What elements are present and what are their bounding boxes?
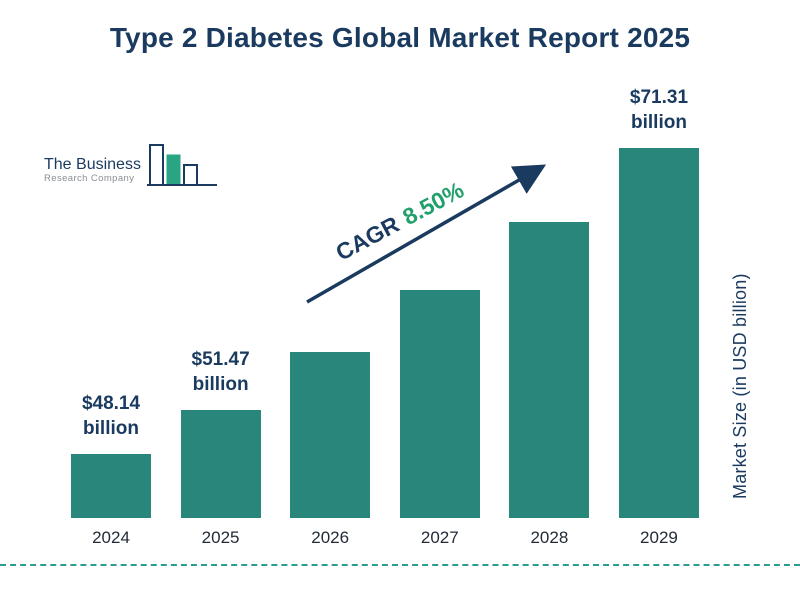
logo-name-line1: The Business	[44, 156, 141, 174]
bottom-dashed-line	[0, 564, 800, 566]
bar-value-unit: billion	[83, 418, 139, 440]
company-logo: The Business Research Company	[44, 138, 219, 192]
bar	[618, 148, 699, 518]
bar-column: 2028	[506, 210, 592, 548]
bar-value-label: $51.47 billion	[192, 347, 250, 398]
bar-value-amount: $71.31	[629, 86, 689, 108]
y-axis-label: Market Size (in USD billion)	[730, 273, 750, 499]
bar	[399, 290, 480, 518]
bar	[71, 454, 151, 518]
x-axis-label: 2026	[311, 528, 350, 547]
bar-column: $51.47 billion 2025	[178, 347, 264, 548]
bar-value-amount: $48.14	[81, 392, 141, 414]
page-title: Type 2 Diabetes Global Market Report 202…	[109, 22, 691, 53]
bar-column: 2026	[287, 340, 373, 548]
logo-name-line2: Research Company	[44, 173, 135, 185]
logo-barchart-icon	[146, 144, 217, 186]
bar	[180, 410, 261, 518]
bar-column: $71.31 billion 2029	[616, 85, 702, 548]
x-axis-label: 2024	[92, 528, 130, 547]
bar-value-label: $48.14 billion	[82, 391, 140, 442]
bar-value-unit: billion	[192, 374, 249, 396]
bar	[290, 352, 371, 518]
x-axis-label: 2029	[640, 528, 678, 547]
logo-text: The Business Research Company	[44, 156, 141, 192]
bar-value-amount: $51.47	[191, 348, 250, 370]
bar-chart: $48.14 billion 2024 $51.47 billion 2025 2026 20…	[68, 78, 702, 548]
x-axis-label: 2028	[530, 528, 569, 547]
x-axis-label: 2027	[420, 528, 459, 547]
bar-value-unit: billion	[631, 112, 687, 134]
bar-value-label: $71.31 billion	[630, 85, 688, 136]
x-axis-label: 2025	[201, 528, 240, 547]
bar	[509, 222, 590, 518]
bar-column: 2027	[397, 278, 483, 548]
bar-column: $48.14 billion 2024	[68, 391, 154, 548]
